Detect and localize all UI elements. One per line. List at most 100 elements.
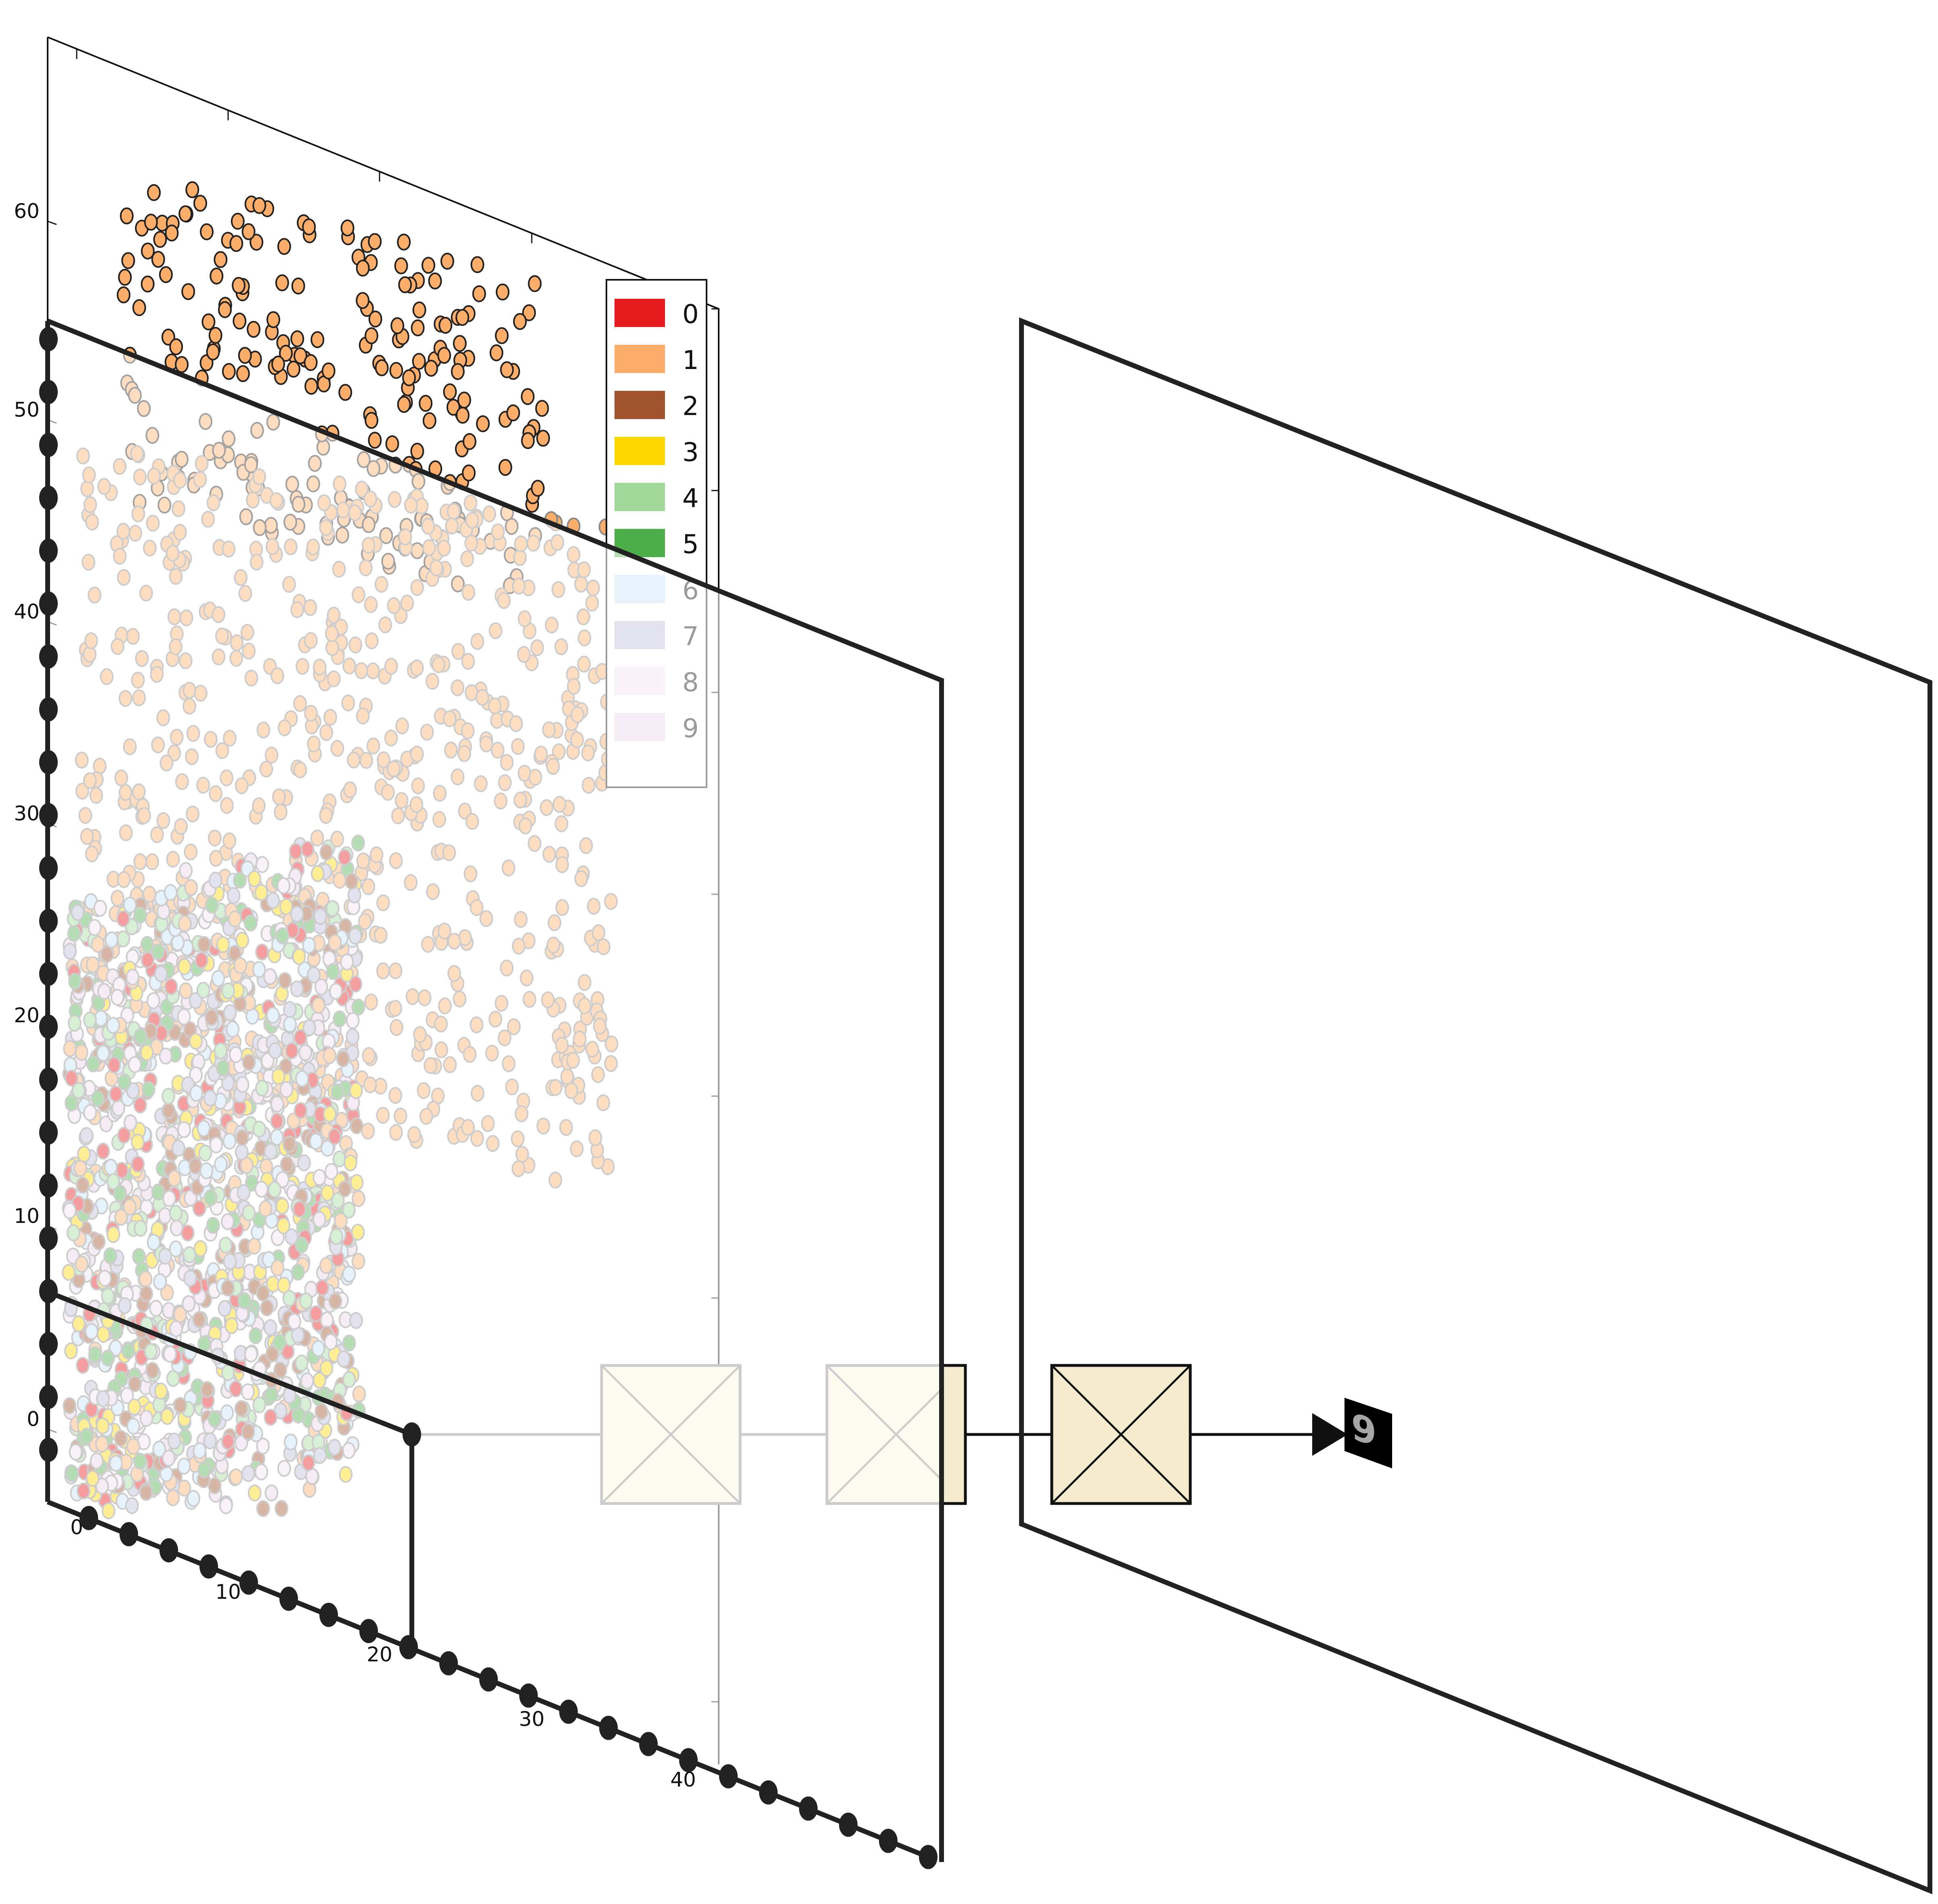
edge-dot [39,909,58,933]
scatter-point [422,412,436,429]
scatter-point [398,276,412,294]
edge-dot [39,1173,58,1197]
legend-label: 2 [682,392,699,421]
edge-dot [39,486,58,510]
edge-dot [403,1422,421,1447]
scatter-point [121,252,135,269]
edge-dot [399,1635,418,1659]
scatter-point [472,285,486,302]
scatter-point [385,435,399,453]
edge-dot [39,1015,58,1039]
front-panel-fill [48,321,942,1862]
scatter-point [279,345,293,362]
edge-dot [679,1748,698,1772]
scatter-point [495,283,510,301]
edge-dot [39,1385,58,1409]
scatter-point [462,464,476,482]
bottom-axis-tick-label: 10 [215,1580,241,1604]
scatter-point [294,347,308,365]
scatter-point [455,407,470,424]
edge-dot [319,1602,338,1627]
scatter-point [141,275,155,293]
scatter-point [304,377,319,395]
bottom-axis-tick-label: 20 [367,1643,392,1666]
left-axis-tick-label: 10 [14,1204,40,1228]
scatter-point [208,327,222,344]
scatter-point [422,257,435,274]
legend-swatch [615,391,665,419]
scatter-point [287,361,300,378]
bottom-axis-tick-label: 30 [519,1707,545,1731]
scatter-point [470,256,484,273]
scatter-point [390,317,405,334]
scatter-point [247,321,261,338]
scatter-point [231,213,245,230]
edge-dot [39,803,58,827]
legend-label: 4 [682,484,699,514]
edge-dot [39,962,58,986]
scatter-point [412,353,426,370]
scatter-point [185,181,199,198]
edge-dot [199,1554,218,1579]
edge-dot [359,1619,378,1643]
edge-dot [799,1796,818,1821]
scatter-point [411,319,425,337]
scatter-point [440,253,454,270]
edge-dot [39,1067,58,1092]
scatter-point [368,432,382,449]
scatter-point [304,354,318,371]
scatter-point [476,415,490,432]
scatter-point [271,355,285,373]
edge-dot [239,1570,258,1595]
edge-dot [39,591,58,616]
legend-swatch [615,437,665,465]
legend-label: 5 [682,530,699,560]
edge-dot [39,644,58,669]
scatter-point [222,363,236,380]
edge-dot [80,1506,98,1530]
scatter-point [438,317,453,334]
scatter-point [159,266,173,283]
scatter-point [410,442,424,460]
edge-dot [839,1812,858,1837]
scatter-point [455,309,470,326]
scatter-point [397,396,411,413]
legend-label: 3 [682,438,699,468]
scatter-point [291,277,305,295]
scatter-point [147,184,161,201]
edge-dot [39,750,58,774]
edge-dot [39,697,58,721]
output-arrow-head [1312,1413,1348,1456]
edge-dot [599,1715,618,1740]
edge-dot [559,1699,578,1724]
edge-dot [879,1829,898,1853]
scatter-point [365,327,378,344]
scatter-point [218,301,232,318]
scatter-point [451,363,465,380]
left-axis-tick-label: 40 [14,600,40,623]
scatter-point [200,223,214,241]
scatter-point [365,412,379,429]
edge-dot [159,1538,178,1562]
scatter-point [165,224,179,242]
scatter-point [340,219,354,237]
top-axis-ticks [76,49,684,305]
back-panel-outline [1019,317,1932,1894]
bottom-axis-tick-label: 40 [670,1768,696,1791]
edge-dot [39,433,58,457]
scatter-point [428,272,442,289]
edge-dot [479,1667,498,1692]
scatter-point [252,197,266,214]
scatter-point [232,277,246,294]
left-axis-tick-label: 0 [27,1407,40,1431]
scatter-point [495,327,509,344]
scatter-point [178,205,193,222]
edge-dot [519,1683,538,1708]
scatter-point [424,360,438,377]
scatter-point [443,383,457,401]
block-2-visible-sliver [941,1364,967,1505]
legend-swatch [615,483,665,511]
scatter-point [419,395,433,412]
scatter-point [412,301,426,319]
